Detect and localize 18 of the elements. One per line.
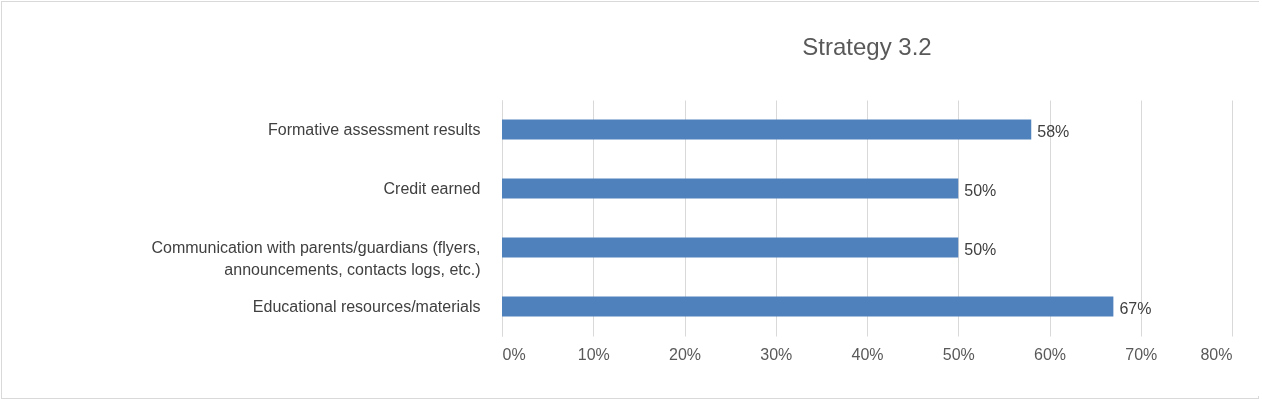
x-tick-label: 0% (502, 345, 526, 363)
y-tick-label: Educational resources/materials (252, 297, 481, 315)
data-label: 58% (1037, 122, 1070, 140)
chart-title: Strategy 3.2 (802, 33, 932, 60)
data-label: 67% (1119, 299, 1152, 317)
x-tick-label: 60% (1033, 345, 1067, 363)
x-tick-label: 50% (942, 345, 975, 363)
y-tick-label: Credit earned (383, 179, 481, 197)
data-label: 50% (964, 240, 997, 258)
x-tick-label: 30% (760, 345, 793, 363)
y-tick-label: Communication with parents/guardians (flyers, announcements, contacts logs, etc.) (151, 238, 481, 278)
x-tick-label: 10% (577, 345, 610, 363)
x-tick-label: 80% (1200, 345, 1233, 363)
y-tick-label: Formative assessment results (267, 120, 481, 138)
x-tick-label: 20% (668, 345, 702, 363)
data-label: 50% (964, 181, 997, 199)
x-tick-label: 70% (1125, 345, 1158, 363)
x-tick-label: 40% (851, 345, 884, 363)
